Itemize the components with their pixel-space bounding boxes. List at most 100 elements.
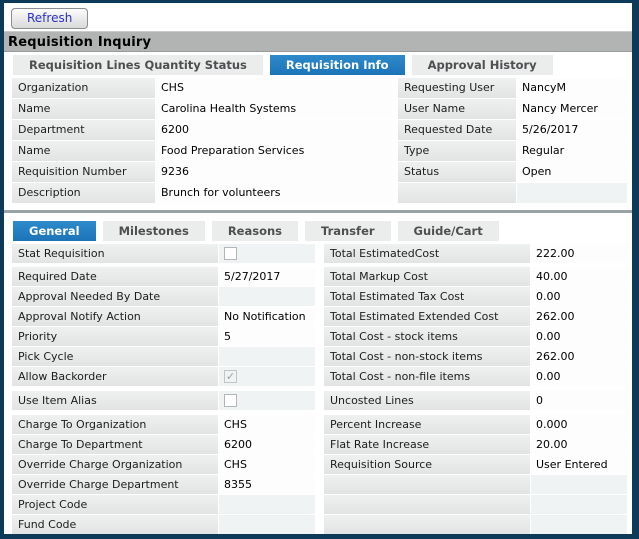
field-label-user-name: User Name bbox=[398, 99, 516, 119]
tab-guide-cart[interactable]: Guide/Cart bbox=[397, 221, 499, 241]
tab-reasons[interactable]: Reasons bbox=[211, 221, 299, 241]
header-left-column: Organization CHS Name Carolina Health Syste… bbox=[12, 78, 393, 204]
field-row-requested-date: Requested Date 5/26/2017 bbox=[398, 120, 627, 140]
field-row-total-estimated-extended-cost: Total Estimated Extended Cost 262.00 bbox=[324, 307, 627, 326]
field-label-name: Name bbox=[12, 141, 155, 161]
field-row-requesting-user: Requesting User NancyM bbox=[398, 78, 627, 98]
field-label-total-cost-non-stock-items: Total Cost - non-stock items bbox=[324, 347, 530, 366]
field-value-blank bbox=[531, 495, 627, 514]
field-label-organization: Organization bbox=[12, 78, 155, 98]
field-label-total-cost-stock-items: Total Cost - stock items bbox=[324, 327, 530, 346]
field-value-flat-rate-increase: 20.00 bbox=[531, 435, 627, 454]
field-row-pick-cycle: Pick Cycle bbox=[12, 347, 315, 366]
field-row-user-name: User Name Nancy Mercer bbox=[398, 99, 627, 119]
tab-requisition-lines-quantity-status[interactable]: Requisition Lines Quantity Status bbox=[13, 55, 263, 75]
field-label-requested-date: Requested Date bbox=[398, 120, 516, 140]
tab-approval-history[interactable]: Approval History bbox=[411, 55, 553, 75]
header-right-column: Requesting User NancyM User Name Nancy Merc… bbox=[398, 78, 627, 204]
field-row-stat-requisition: Stat Requisition bbox=[12, 244, 315, 263]
field-label-stat-requisition: Stat Requisition bbox=[12, 244, 218, 263]
tab-general[interactable]: General bbox=[13, 221, 96, 241]
field-value-type: Regular bbox=[517, 141, 627, 161]
field-label-description: Description bbox=[12, 183, 155, 203]
field-label-type: Type bbox=[398, 141, 516, 161]
field-label-status: Status bbox=[398, 162, 516, 182]
field-value-total-estimated-tax-cost: 0.00 bbox=[531, 287, 627, 306]
secondary-tab-bar: General Milestones Reasons Transfer Guide/Ca… bbox=[4, 218, 632, 241]
field-label-required-date: Required Date bbox=[12, 267, 218, 286]
allow-backorder-checkbox: ✓ bbox=[224, 370, 237, 383]
field-label-allow-backorder: Allow Backorder bbox=[12, 367, 218, 386]
field-row-total-estimatedcost: Total EstimatedCost 222.00 bbox=[324, 244, 627, 263]
tab-transfer[interactable]: Transfer bbox=[305, 221, 391, 241]
field-value-total-markup-cost: 40.00 bbox=[531, 267, 627, 286]
field-label-total-cost-non-file-items: Total Cost - non-file items bbox=[324, 367, 530, 386]
field-label-blank bbox=[324, 495, 530, 514]
field-row-flat-rate-increase: Flat Rate Increase 20.00 bbox=[324, 435, 627, 454]
field-value-total-estimatedcost: 222.00 bbox=[531, 244, 627, 263]
field-row-charge-to-department: Charge To Department 6200 bbox=[12, 435, 315, 454]
field-row-department: Department 6200 bbox=[12, 120, 393, 140]
field-row-total-estimated-tax-cost: Total Estimated Tax Cost 0.00 bbox=[324, 287, 627, 306]
stat-requisition-checkbox[interactable] bbox=[224, 247, 237, 260]
field-label-name: Name bbox=[12, 99, 155, 119]
field-value-status: Open bbox=[517, 162, 627, 182]
field-row-blank bbox=[324, 495, 627, 514]
field-value-percent-increase: 0.000 bbox=[531, 415, 627, 434]
field-row-organization: Organization CHS bbox=[12, 78, 393, 98]
field-value-override-charge-department: 8355 bbox=[219, 475, 315, 494]
field-label-department: Department bbox=[12, 120, 155, 140]
field-row-override-charge-organization: Override Charge Organization CHS bbox=[12, 455, 315, 474]
field-row-total-cost-non-stock-items: Total Cost - non-stock items 262.00 bbox=[324, 347, 627, 366]
field-label-fund-code: Fund Code bbox=[12, 515, 218, 534]
field-value-use-item-alias bbox=[219, 391, 315, 410]
field-label-total-estimated-tax-cost: Total Estimated Tax Cost bbox=[324, 287, 530, 306]
field-label-blank bbox=[324, 515, 530, 534]
field-value-description: Brunch for volunteers bbox=[156, 183, 393, 203]
field-value-override-charge-organization: CHS bbox=[219, 455, 315, 474]
field-value-total-estimated-extended-cost: 262.00 bbox=[531, 307, 627, 326]
field-value-blank bbox=[531, 515, 627, 534]
field-row-project-code: Project Code bbox=[12, 495, 315, 514]
field-row-status: Status Open bbox=[398, 162, 627, 182]
field-value-priority: 5 bbox=[219, 327, 315, 346]
field-row-approval-needed-by-date: Approval Needed By Date bbox=[12, 287, 315, 306]
field-value-user-name: Nancy Mercer bbox=[517, 99, 627, 119]
field-row-requisition-number: Requisition Number 9236 bbox=[12, 162, 393, 182]
general-detail-form: Stat Requisition Required Date 5/27/2017 Ap… bbox=[4, 244, 632, 534]
field-label-approval-needed-by-date: Approval Needed By Date bbox=[12, 287, 218, 306]
field-value-department: 6200 bbox=[156, 120, 393, 140]
field-value-organization: CHS bbox=[156, 78, 393, 98]
field-value-charge-to-organization: CHS bbox=[219, 415, 315, 434]
field-value-uncosted-lines: 0 bbox=[531, 391, 627, 410]
detail-right-column: Total EstimatedCost 222.00 Total Markup Co… bbox=[324, 244, 627, 534]
field-row-required-date: Required Date 5/27/2017 bbox=[12, 267, 315, 286]
requisition-header-form: Organization CHS Name Carolina Health Syste… bbox=[4, 78, 632, 204]
checkmark-icon: ✓ bbox=[225, 370, 236, 383]
field-label-requisition-source: Requisition Source bbox=[324, 455, 530, 474]
field-value-total-cost-non-stock-items: 262.00 bbox=[531, 347, 627, 366]
field-label-charge-to-organization: Charge To Organization bbox=[12, 415, 218, 434]
field-row-blank bbox=[324, 475, 627, 494]
field-row-fund-code: Fund Code bbox=[12, 515, 315, 534]
field-value-requested-date: 5/26/2017 bbox=[517, 120, 627, 140]
tab-requisition-info[interactable]: Requisition Info bbox=[269, 55, 405, 75]
field-label-approval-notify-action: Approval Notify Action bbox=[12, 307, 218, 326]
toolbar: Refresh bbox=[4, 3, 632, 31]
field-label-charge-to-department: Charge To Department bbox=[12, 435, 218, 454]
field-label-priority: Priority bbox=[12, 327, 218, 346]
field-label-project-code: Project Code bbox=[12, 495, 218, 514]
field-value-requesting-user: NancyM bbox=[517, 78, 627, 98]
field-value-total-cost-non-file-items: 0.00 bbox=[531, 367, 627, 386]
field-label-blank bbox=[324, 475, 530, 494]
field-value-approval-notify-action: No Notification bbox=[219, 307, 315, 326]
field-row-approval-notify-action: Approval Notify Action No Notification bbox=[12, 307, 315, 326]
field-row-blank bbox=[324, 515, 627, 534]
section-divider bbox=[4, 210, 632, 213]
page-title: Requisition Inquiry bbox=[4, 31, 632, 52]
use-item-alias-checkbox[interactable] bbox=[224, 394, 237, 407]
field-row-type: Type Regular bbox=[398, 141, 627, 161]
tab-milestones[interactable]: Milestones bbox=[102, 221, 205, 241]
refresh-button[interactable]: Refresh bbox=[11, 8, 89, 29]
